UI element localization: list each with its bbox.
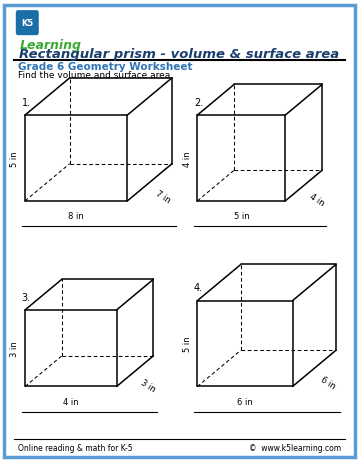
Text: 3 in: 3 in bbox=[10, 341, 19, 356]
Text: 5 in: 5 in bbox=[234, 212, 249, 220]
Text: 3 in: 3 in bbox=[139, 377, 158, 393]
Text: Rectangular prism - volume & surface area: Rectangular prism - volume & surface are… bbox=[19, 48, 340, 61]
Text: 5 in: 5 in bbox=[10, 151, 19, 166]
Text: K5: K5 bbox=[21, 19, 33, 28]
Text: Learning: Learning bbox=[20, 38, 82, 51]
Text: 1.: 1. bbox=[22, 97, 31, 107]
Text: 5 in: 5 in bbox=[183, 336, 192, 351]
Text: 2.: 2. bbox=[194, 97, 203, 107]
Text: 6 in: 6 in bbox=[237, 397, 253, 406]
Text: 8 in: 8 in bbox=[69, 212, 84, 220]
Text: Find the volume and surface area.: Find the volume and surface area. bbox=[18, 70, 173, 80]
Text: 4 in: 4 in bbox=[183, 151, 192, 166]
Text: 4 in: 4 in bbox=[308, 192, 326, 208]
Text: ©  www.k5learning.com: © www.k5learning.com bbox=[249, 443, 341, 452]
Text: 4.: 4. bbox=[194, 282, 203, 293]
Text: Grade 6 Geometry Worksheet: Grade 6 Geometry Worksheet bbox=[18, 62, 192, 72]
FancyBboxPatch shape bbox=[16, 11, 39, 36]
Text: 6 in: 6 in bbox=[318, 374, 337, 390]
Text: 3.: 3. bbox=[22, 292, 31, 302]
Text: 4 in: 4 in bbox=[63, 397, 79, 406]
Text: 7 in: 7 in bbox=[154, 188, 172, 205]
Text: Online reading & math for K-5: Online reading & math for K-5 bbox=[18, 443, 132, 452]
